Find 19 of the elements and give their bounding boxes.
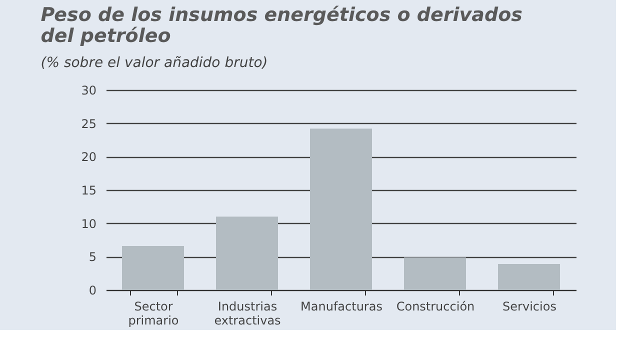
bar	[122, 246, 184, 290]
x-tick-label: Manufacturas	[300, 300, 382, 314]
x-tick-label: Servicios	[502, 300, 556, 314]
bar	[310, 128, 372, 290]
bar	[498, 264, 560, 290]
x-tick-label: Construcción	[396, 300, 475, 314]
y-tick-label: 5	[88, 250, 96, 264]
chart-subtitle: (% sobre el valor añadido bruto)	[40, 55, 268, 71]
y-tick-label: 25	[81, 116, 96, 131]
bar	[404, 257, 466, 290]
y-tick-label: 15	[81, 184, 96, 198]
x-tick-label: Industrias extractivas	[214, 300, 281, 328]
y-tick-label: 20	[81, 150, 96, 164]
y-tick-label: 30	[81, 84, 96, 98]
x-tick-label: Sector primario	[128, 300, 179, 328]
y-tick-label: 10	[81, 216, 96, 231]
bar	[216, 216, 278, 290]
y-tick-label: 0	[88, 284, 96, 298]
chart-title: Peso de los insumos energéticos o derivados del petróleo	[40, 4, 522, 47]
